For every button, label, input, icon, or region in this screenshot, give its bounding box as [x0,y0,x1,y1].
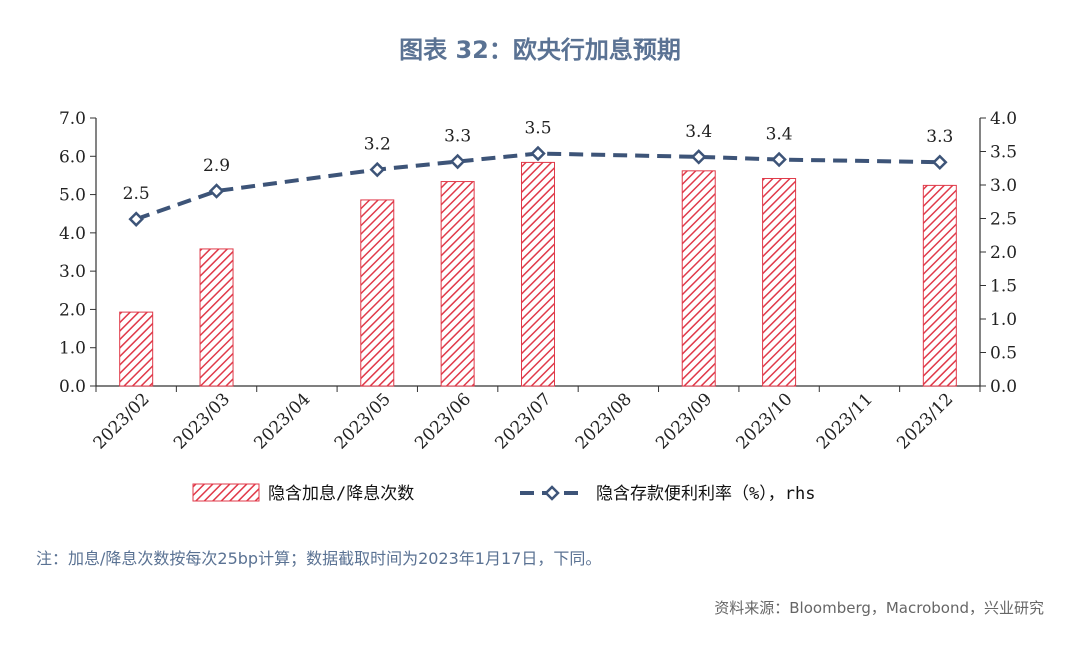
x-tick-label: 2023/10 [733,389,797,453]
bar [521,161,555,387]
data-label: 3.2 [364,135,391,155]
data-label: 3.3 [926,127,953,147]
y-left-tick-label: 4.0 [59,224,86,244]
y-right-tick-label: 0.0 [990,377,1017,397]
data-label: 3.4 [685,122,712,142]
data-label: 2.5 [123,184,150,204]
x-tick-label: 2023/12 [893,389,957,453]
bar [119,311,154,387]
x-tick-label: 2023/05 [331,389,395,453]
bar [762,177,797,387]
line-point [771,151,787,168]
data-label: 3.3 [444,127,471,147]
y-right-tick-label: 2.0 [990,243,1017,263]
footnote: 注：加息/降息次数按每次25bp计算；数据截取时间为2023年1月17日，下同。 [36,549,602,568]
x-tick-labels: 2023/02 2023/03 2023/04 2023/05 2023/06 2023/… [90,389,958,453]
x-tick-label: 2023/06 [411,389,475,453]
legend-bar-label: 隐含加息/降息次数 [268,484,414,504]
x-tick-label: 2023/04 [250,389,314,453]
y-left-tick-label: 3.0 [59,262,86,282]
y-right-tick-label: 2.5 [990,210,1017,230]
bar [199,248,234,387]
data-label: 3.4 [766,125,793,145]
bar [440,181,475,387]
y-left-tick-label: 6.0 [59,147,86,167]
line-point [530,145,546,162]
y-left-tick-label: 0.0 [59,377,86,397]
chart-title: 图表 32：欧央行加息预期 [399,36,681,64]
legend-line-marker [544,485,560,501]
y-left-tick-label: 5.0 [59,186,86,206]
data-label: 2.9 [203,156,230,176]
y-right-tick-label: 1.0 [990,310,1017,330]
x-tick-label: 2023/07 [491,389,555,453]
line-point [449,153,466,170]
bar-series [119,161,957,387]
x-tick-label: 2023/02 [90,389,154,453]
y-right-tick-label: 0.5 [990,344,1017,364]
line-series [128,145,948,227]
source-text: 资料来源：Bloomberg，Macrobond，兴业研究 [714,599,1044,617]
legend-line-label: 隐含存款便利利率（%），rhs [596,484,815,504]
line-point [208,183,225,199]
x-tick-label: 2023/11 [813,389,877,453]
line-point [128,211,144,227]
bar [681,170,716,387]
x-tick-label: 2023/03 [170,389,234,453]
line-point [369,161,386,178]
bar [360,199,395,387]
y-right-tick-label: 3.5 [990,143,1017,163]
bar [922,184,957,387]
series-line [135,151,940,222]
line-point [690,149,707,165]
data-label: 3.5 [524,119,551,139]
data-labels: 2.5 2.9 3.2 3.3 3.5 3.4 3.4 3.3 [123,119,954,205]
legend: 隐含加息/降息次数 隐含存款便利利率（%），rhs [192,483,815,504]
x-tick-label: 2023/08 [572,389,636,453]
y-right-tick-label: 4.0 [990,109,1017,129]
y-right-tick-label: 1.5 [990,277,1017,297]
y-left-tick-label: 7.0 [59,109,86,129]
line-point [932,154,948,170]
y-left-tick-label: 2.0 [59,300,86,320]
x-tick-label: 2023/09 [652,389,716,453]
y-right-tick-label: 3.0 [990,176,1017,196]
y-left-tick-label: 1.0 [59,339,86,359]
legend-bar-swatch [192,483,260,502]
